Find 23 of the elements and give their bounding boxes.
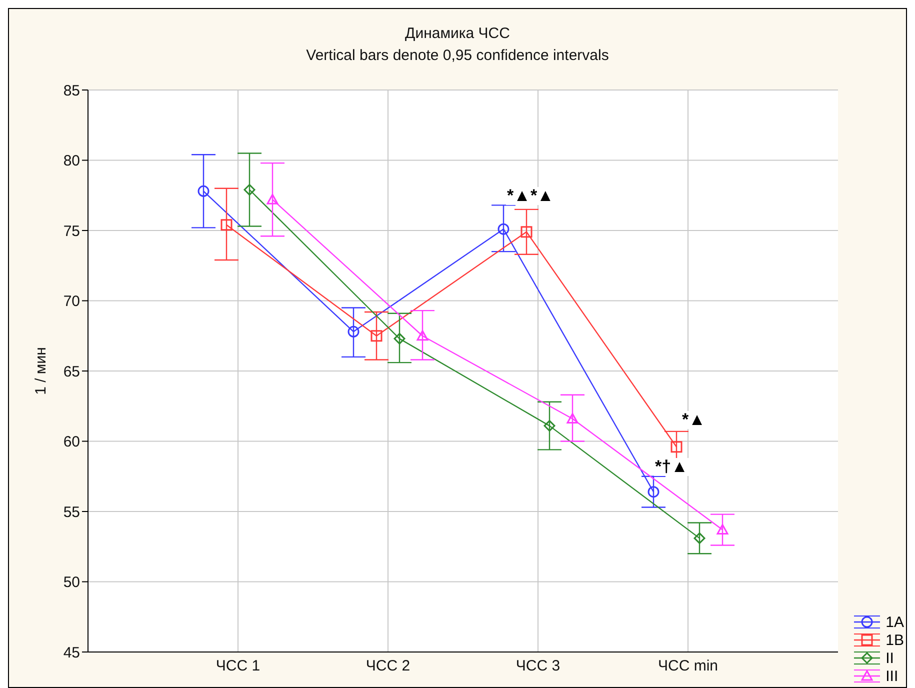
y-tick-label: 75 [63, 222, 80, 240]
legend-label: III [886, 668, 898, 684]
chart-subtitle: Vertical bars denote 0,95 confidence intervals [305, 46, 610, 66]
legend-label: 1B [886, 632, 904, 648]
x-tick-label: ЧСС 3 [516, 658, 560, 675]
y-tick-label: 45 [63, 644, 80, 662]
x-tick-label: ЧСС 2 [366, 658, 410, 675]
y-tick-label: 55 [63, 504, 80, 521]
annotation: *▲*▲ [506, 186, 555, 205]
annotation: *▲ [681, 410, 706, 429]
y-tick-label: 60 [63, 434, 80, 451]
y-tick-label: 70 [63, 293, 80, 310]
y-tick-label: 80 [63, 152, 80, 170]
y-tick-label: 65 [63, 363, 80, 380]
legend-label: 1A [886, 614, 904, 630]
x-tick-label: ЧСС 1 [216, 658, 260, 675]
annotation: *†▲ [654, 457, 689, 476]
x-tick-label: ЧСС min [658, 658, 718, 675]
y-axis-title: 1 / мин [32, 347, 50, 395]
legend-label: II [886, 650, 894, 666]
y-tick-label: 50 [63, 574, 80, 592]
chart-title: Динамика ЧСС [404, 24, 511, 44]
y-tick-label: 85 [63, 82, 80, 100]
